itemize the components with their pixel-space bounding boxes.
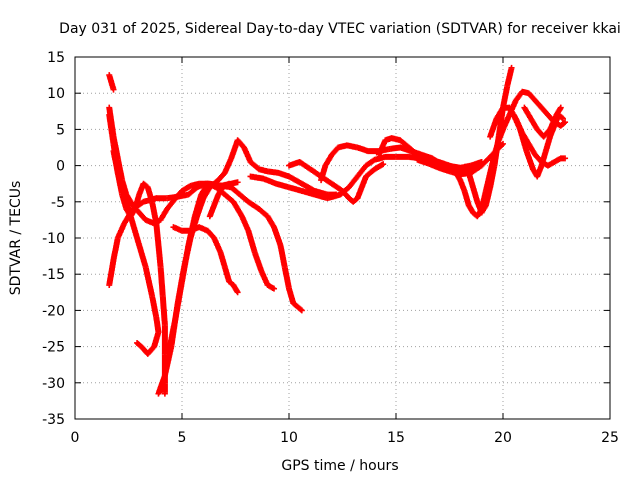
series-track-5: [106, 180, 305, 314]
series-markers: [166, 181, 276, 352]
series-markers: [171, 224, 240, 295]
x-tick-label: 5: [178, 430, 187, 446]
series-markers: [287, 159, 385, 204]
series-markers: [207, 181, 231, 218]
series-markers: [106, 73, 117, 92]
y-tick-label: 15: [47, 50, 65, 66]
y-tick-label: -25: [42, 340, 65, 356]
x-tick-label: 20: [494, 430, 512, 446]
series-markers: [415, 142, 505, 178]
series-track-4: [110, 148, 162, 357]
chart-title: Day 031 of 2025, Sidereal Day-to-day VTE…: [59, 21, 621, 37]
x-tick-label: 25: [601, 430, 619, 446]
y-tick-label: -5: [51, 195, 65, 211]
series-markers: [110, 149, 162, 356]
series-track-1: [106, 72, 117, 93]
series-track-18: [414, 140, 506, 178]
series-track-11: [286, 158, 387, 205]
plot-frame: [74, 56, 611, 420]
x-tick-label: 10: [280, 430, 298, 446]
series-markers: [522, 105, 564, 139]
y-tick-label: 10: [47, 86, 65, 102]
y-tick-label: 0: [56, 159, 65, 175]
y-tick-label: -30: [42, 376, 65, 392]
series-markers: [106, 180, 304, 313]
series-track-8: [170, 224, 241, 296]
series-track-17: [521, 104, 564, 140]
series-track-9: [206, 180, 233, 220]
x-axis-label: GPS time / hours: [281, 458, 398, 474]
y-axis-label: SDTVAR / TECUs: [8, 181, 24, 296]
x-tick-label: 15: [387, 430, 405, 446]
y-tick-label: -20: [42, 303, 65, 319]
y-tick-label: -35: [42, 412, 65, 428]
x-tick-label: 0: [71, 430, 80, 446]
tick-labels: 0 5 10 15 20 25 -35 -30 -25 -20 -15 -10 -5 0 5 10 15: [42, 50, 619, 446]
y-tick-label: 5: [56, 122, 65, 138]
series-track-7: [166, 180, 278, 354]
y-tick-label: -15: [42, 267, 65, 283]
data-series: [106, 64, 569, 397]
y-tick-label: -10: [42, 231, 65, 247]
